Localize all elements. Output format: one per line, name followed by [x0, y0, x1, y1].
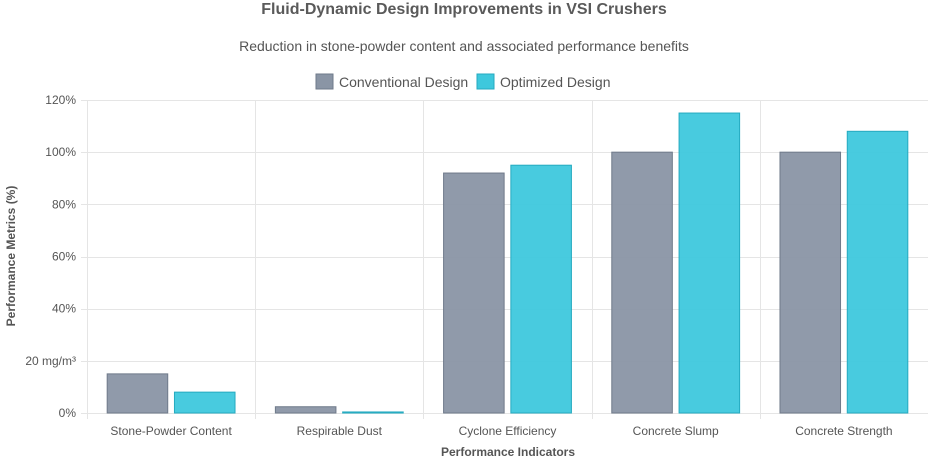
y-tick-labels: 0% 20 mg/m³ 40% 60% 80% 100% 120% — [25, 93, 76, 420]
y-tick-label: 20 mg/m³ — [25, 354, 76, 368]
y-axis-title: Performance Metrics (%) — [4, 186, 18, 327]
bar-conventional[interactable] — [611, 151, 673, 414]
x-tick-label: Stone-Powder Content — [110, 424, 232, 438]
bars-layer — [106, 112, 909, 414]
bar-optimized[interactable] — [678, 112, 741, 414]
bar-optimized[interactable] — [510, 164, 572, 414]
bar-conventional[interactable] — [274, 406, 337, 414]
bar-optimized[interactable] — [846, 130, 909, 414]
y-tick-label: 40% — [52, 302, 76, 316]
y-tick-label: 120% — [45, 93, 76, 107]
legend-label-conventional[interactable]: Conventional Design — [339, 74, 468, 90]
y-tick-label: 60% — [52, 250, 76, 264]
x-tick-label: Concrete Slump — [633, 424, 719, 438]
x-tick-label: Cyclone Efficiency — [459, 424, 557, 438]
legend-label-optimized[interactable]: Optimized Design — [500, 74, 611, 90]
legend-swatch-conventional[interactable] — [315, 73, 334, 90]
y-tick-label: 100% — [45, 145, 76, 159]
x-axis-title: Performance Indicators — [441, 445, 575, 459]
bar-conventional[interactable] — [779, 151, 842, 414]
chart-title: Fluid-Dynamic Design Improvements in VSI… — [261, 1, 667, 18]
bar-optimized[interactable] — [173, 391, 236, 414]
bar-optimized[interactable] — [342, 411, 404, 414]
x-tick-label: Respirable Dust — [297, 424, 383, 438]
y-tick-label: 80% — [52, 197, 76, 211]
legend-swatch-optimized[interactable] — [476, 73, 495, 90]
y-tick-label: 0% — [59, 406, 77, 420]
bar-conventional[interactable] — [106, 373, 169, 414]
bar-conventional[interactable] — [443, 172, 505, 414]
legend[interactable]: Conventional Design Optimized Design — [315, 73, 611, 90]
x-tick-label: Concrete Strength — [795, 424, 892, 438]
chart-subtitle: Reduction in stone-powder content and as… — [239, 38, 689, 54]
x-tick-labels: Stone-Powder Content Respirable Dust Cyclo… — [110, 424, 892, 438]
